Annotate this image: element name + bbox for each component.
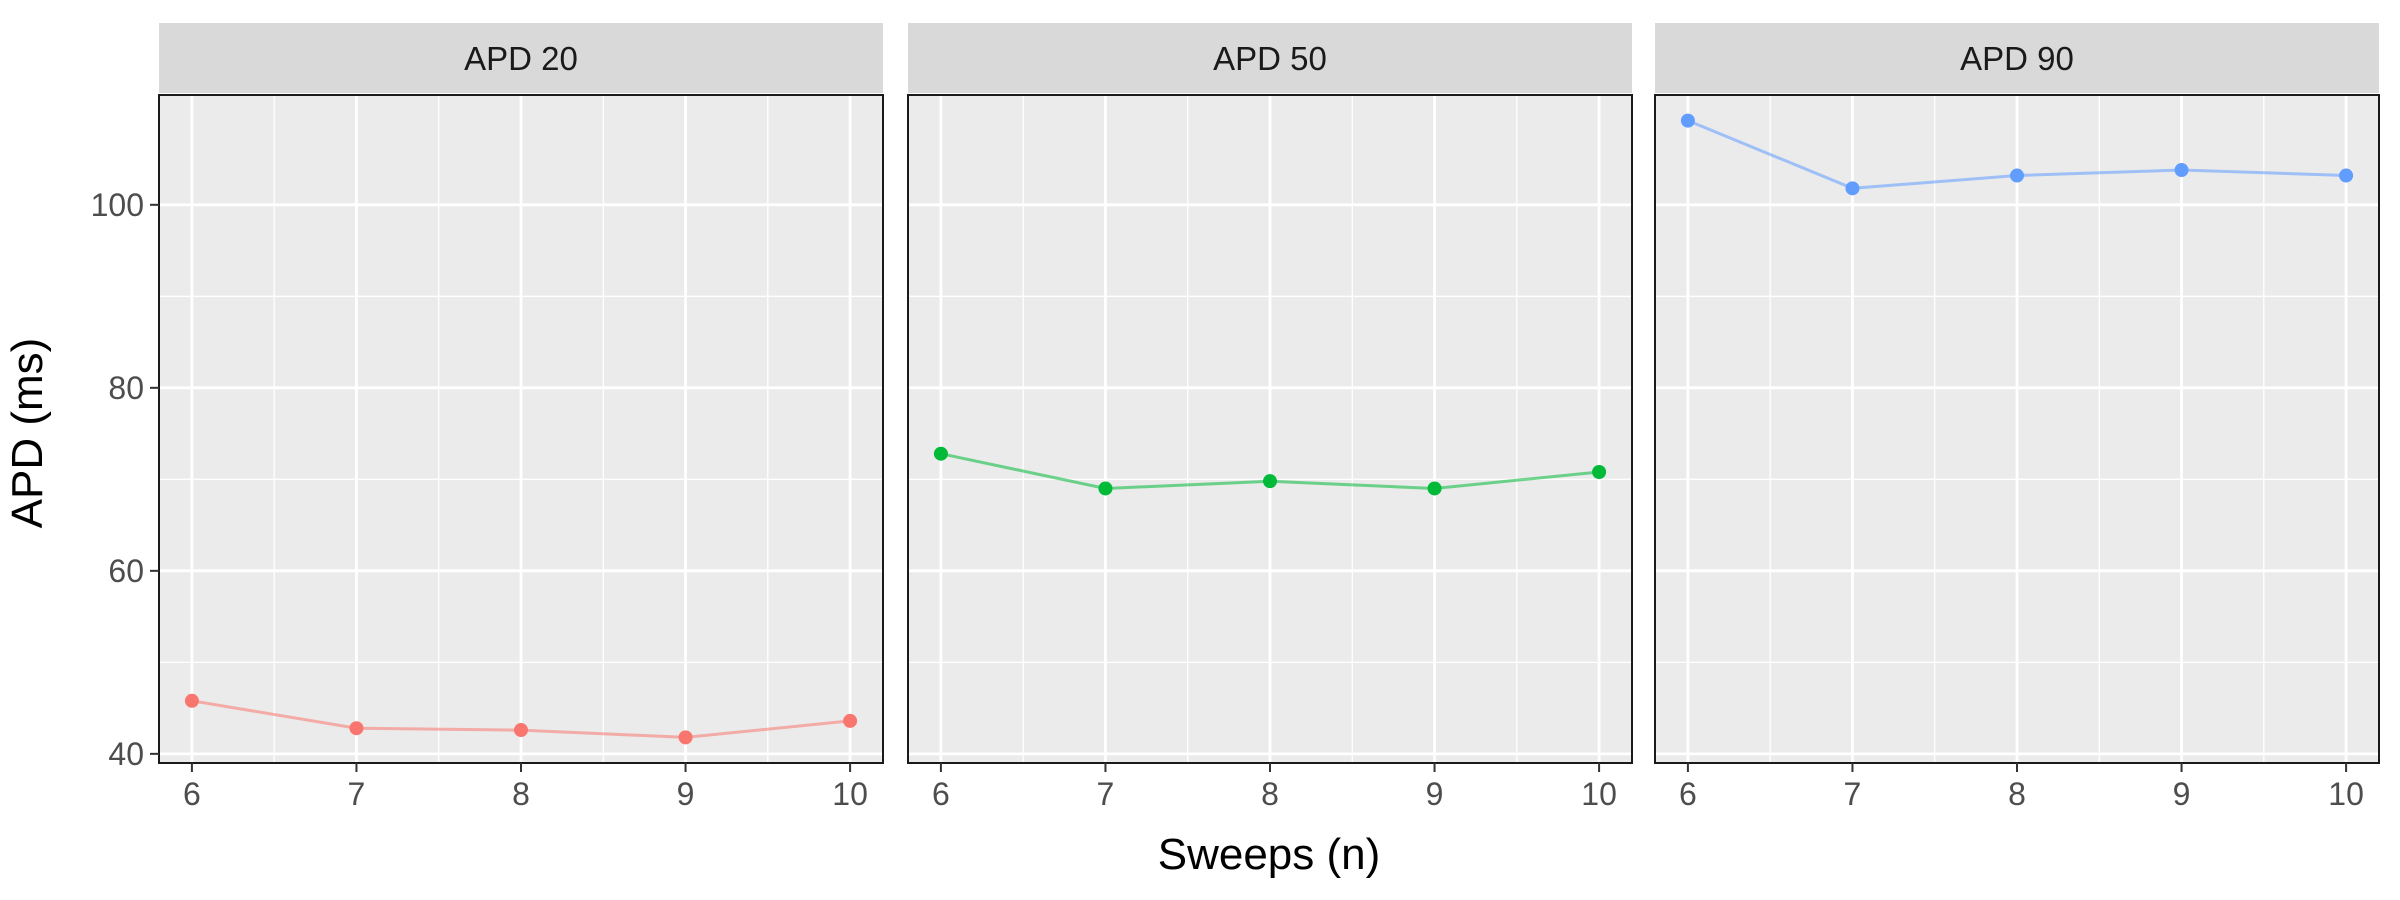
x-tick-label: 10 <box>1581 776 1617 812</box>
data-point <box>2174 163 2189 178</box>
data-point <box>2010 168 2024 183</box>
y-tick-label: 80 <box>108 370 144 406</box>
data-point <box>1098 481 1113 496</box>
strip-background <box>908 23 1632 93</box>
data-point <box>1845 181 1860 196</box>
x-tick-label: 8 <box>1261 776 1279 812</box>
panel-1: APD 20 6 7 8 9 10 40 60 80 100 <box>91 23 884 812</box>
y-tick-label: 40 <box>108 736 144 772</box>
x-tick-label: 8 <box>512 776 530 812</box>
data-point <box>184 693 199 708</box>
data-point <box>933 446 948 461</box>
x-tick-label: 9 <box>677 776 695 812</box>
data-point <box>2339 168 2354 183</box>
data-point <box>678 730 693 745</box>
panel-3: APD 90 6 7 8 9 10 <box>1654 23 2380 812</box>
x-tick-label: 7 <box>1097 776 1115 812</box>
strip-label: APD 20 <box>464 40 578 77</box>
x-tick-label: 9 <box>2173 776 2191 812</box>
data-point <box>843 713 858 728</box>
strip-label: APD 50 <box>1213 40 1327 77</box>
data-point <box>1427 481 1442 496</box>
x-axis-title: Sweeps (n) <box>1158 830 1381 879</box>
strip-background <box>159 23 883 93</box>
x-tick-label: 9 <box>1426 776 1444 812</box>
x-tick-label: 6 <box>932 776 950 812</box>
x-tick-label: 8 <box>2008 776 2026 812</box>
x-tick-label: 7 <box>348 776 366 812</box>
strip-label: APD 90 <box>1960 40 2074 77</box>
panel-2: APD 50 6 7 8 9 10 <box>907 23 1633 812</box>
x-tick-label: 6 <box>1679 776 1697 812</box>
data-point <box>1592 465 1607 480</box>
data-point <box>349 721 364 736</box>
x-tick-label: 10 <box>832 776 868 812</box>
y-axis-title: APD (ms) <box>3 338 52 529</box>
data-point <box>1263 474 1277 489</box>
x-tick-label: 6 <box>183 776 201 812</box>
data-point <box>514 723 528 738</box>
y-tick-label: 100 <box>91 187 144 223</box>
y-tick-label: 60 <box>108 553 144 589</box>
data-point <box>1680 113 1695 128</box>
strip-background <box>1655 23 2379 93</box>
x-tick-label: 7 <box>1844 776 1862 812</box>
panels: APD 20 6 7 8 9 10 40 60 80 100 APD 50 6 7 8 9 10 APD 90 6… <box>91 23 2380 812</box>
x-tick-label: 10 <box>2328 776 2364 812</box>
